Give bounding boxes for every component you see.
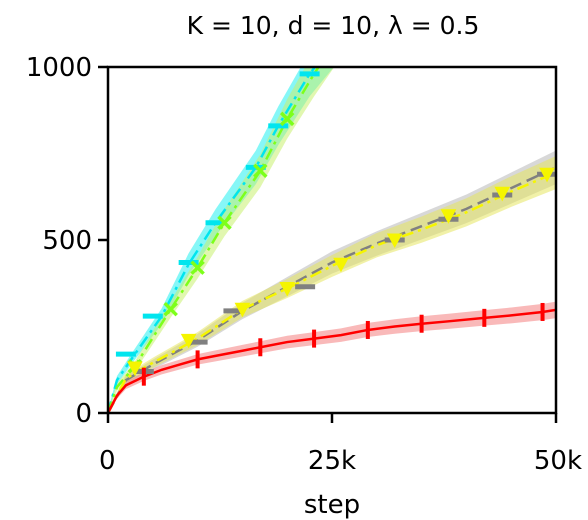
series-3-marker — [180, 333, 197, 349]
x-axis-label: step — [304, 490, 360, 520]
series-2-line — [108, 166, 556, 413]
y-tick-label: 500 — [42, 226, 92, 256]
x-tick-label: 50k — [534, 446, 582, 476]
y-tick-label: 1000 — [26, 53, 92, 83]
series-1-marker — [217, 215, 232, 230]
series-3-marker — [234, 302, 251, 318]
series-1-marker — [253, 163, 268, 179]
series-3-marker — [494, 186, 511, 202]
series-4-line — [108, 308, 556, 413]
series-3-marker — [539, 167, 555, 183]
series-3-marker — [386, 233, 403, 249]
series-1-marker — [279, 111, 295, 127]
series-1-marker — [163, 301, 178, 317]
series-1-band — [108, 67, 335, 413]
series-3-marker — [279, 281, 296, 297]
series-1-marker — [190, 260, 205, 275]
series-3-marker — [440, 209, 457, 224]
x-tick-label: 0 — [99, 446, 116, 476]
y-tick-label: 0 — [75, 399, 92, 429]
x-tick-label: 25k — [308, 446, 356, 476]
series-3-line — [108, 171, 556, 413]
chart-title: K = 10, d = 10, λ = 0.5 — [187, 11, 480, 40]
series-3-marker — [333, 257, 349, 273]
series-3-marker — [127, 361, 143, 377]
